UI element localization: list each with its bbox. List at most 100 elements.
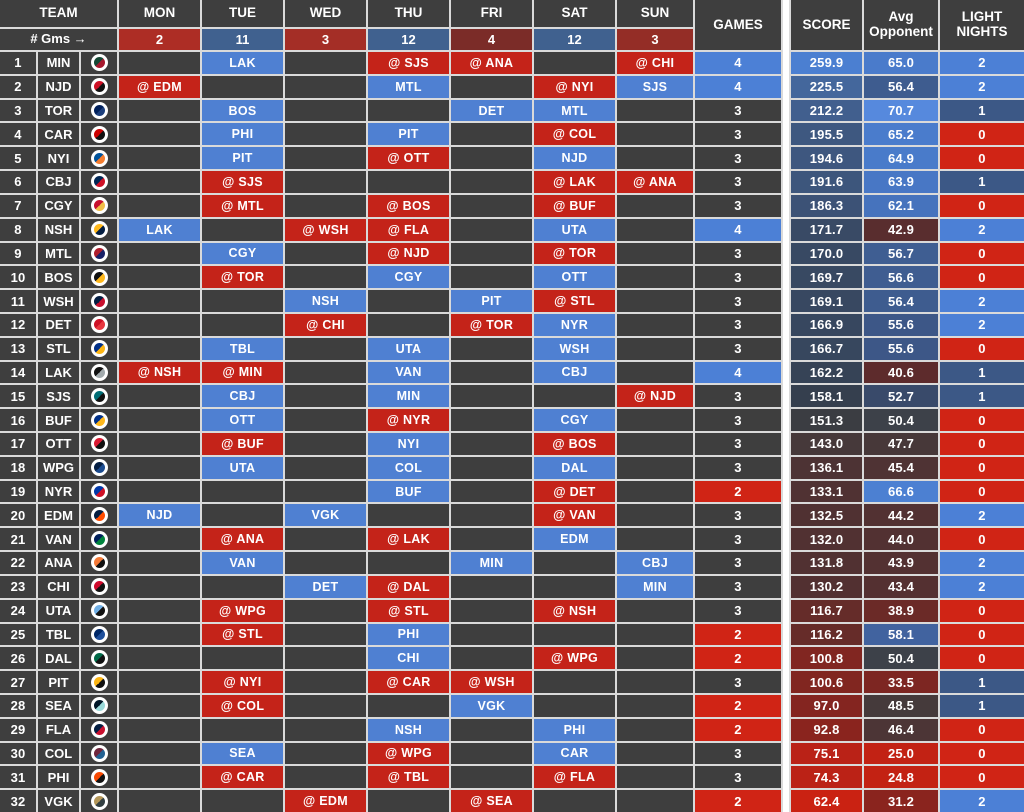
- empty-day-cell: [119, 194, 200, 217]
- empty-day-cell: [451, 337, 532, 360]
- rank-cell: 12: [0, 313, 36, 336]
- game-cell: @ CAR: [368, 671, 449, 693]
- col-header-thu[interactable]: THU: [368, 0, 449, 27]
- empty-day-cell: [119, 409, 200, 431]
- team-logo-icon: [90, 768, 108, 786]
- col-header-wed[interactable]: WED: [285, 0, 366, 27]
- col-header-sun[interactable]: SUN: [617, 0, 693, 27]
- game-cell: @ TBL: [368, 766, 449, 789]
- games-cell: 3: [695, 266, 781, 289]
- avg-opponent-cell: 56.4: [864, 290, 938, 312]
- avg-opponent-column-header[interactable]: Avg Opponent: [864, 0, 938, 50]
- score-cell: 162.2: [791, 361, 862, 384]
- team-abbr: EDM: [38, 504, 79, 527]
- team-abbr: TBL: [38, 623, 79, 646]
- rank-cell: 19: [0, 480, 36, 503]
- col-header-sat[interactable]: SAT: [534, 0, 615, 27]
- game-cell: @ SJS: [202, 171, 283, 193]
- empty-day-cell: [534, 552, 615, 574]
- team-column-header[interactable]: TEAM: [0, 0, 117, 27]
- team-abbr: VGK: [38, 790, 79, 812]
- empty-day-cell: [119, 456, 200, 479]
- avg-opponent-cell: 62.1: [864, 194, 938, 217]
- col-header-mon[interactable]: MON: [119, 0, 200, 27]
- empty-day-cell: [451, 766, 532, 789]
- games-column-header[interactable]: GAMES: [695, 0, 781, 50]
- team-logo-icon: [90, 78, 108, 96]
- games-cell: 3: [695, 575, 781, 598]
- team-logo-cell: [81, 290, 117, 312]
- col-header-fri[interactable]: FRI: [451, 0, 532, 27]
- light-nights-cell: 1: [940, 385, 1024, 408]
- game-cell: PHI: [202, 123, 283, 146]
- empty-day-cell: [119, 552, 200, 574]
- empty-day-cell: [285, 52, 366, 74]
- team-logo-icon: [90, 387, 108, 405]
- team-logo-icon: [90, 102, 108, 120]
- light-nights-column-header[interactable]: LIGHT NIGHTS: [940, 0, 1024, 50]
- game-cell: @ COL: [202, 694, 283, 717]
- empty-day-cell: [451, 599, 532, 622]
- score-column-header[interactable]: SCORE: [791, 0, 862, 50]
- team-abbr: DAL: [38, 647, 79, 670]
- team-logo-cell: [81, 647, 117, 670]
- score-cell: 100.8: [791, 647, 862, 670]
- game-cell: @ OTT: [368, 147, 449, 170]
- col-header-tue[interactable]: TUE: [202, 0, 283, 27]
- games-cell: 3: [695, 290, 781, 312]
- avg-opponent-cell: 66.6: [864, 480, 938, 503]
- score-cell: 100.6: [791, 671, 862, 693]
- score-cell: 186.3: [791, 194, 862, 217]
- team-logo-cell: [81, 147, 117, 170]
- empty-day-cell: [617, 266, 693, 289]
- empty-day-cell: [285, 480, 366, 503]
- avg-opponent-cell: 65.2: [864, 123, 938, 146]
- score-cell: 169.7: [791, 266, 862, 289]
- games-cell: 2: [695, 694, 781, 717]
- game-cell: SJS: [617, 75, 693, 98]
- team-logo-cell: [81, 242, 117, 265]
- avg-opponent-cell: 50.4: [864, 409, 938, 431]
- games-cell: 3: [695, 528, 781, 551]
- empty-day-cell: [451, 528, 532, 551]
- rank-cell: 11: [0, 290, 36, 312]
- day-count-fri: 4: [451, 29, 532, 50]
- team-logo-cell: [81, 480, 117, 503]
- game-cell: NSH: [285, 290, 366, 312]
- day-count-thu: 12: [368, 29, 449, 50]
- game-cell: @ ANA: [202, 528, 283, 551]
- rank-cell: 21: [0, 528, 36, 551]
- game-cell: @ VAN: [534, 504, 615, 527]
- empty-day-cell: [617, 433, 693, 455]
- empty-day-cell: [119, 480, 200, 503]
- team-logo-cell: [81, 599, 117, 622]
- team-abbr: CHI: [38, 575, 79, 598]
- score-cell: 62.4: [791, 790, 862, 812]
- games-cell: 3: [695, 242, 781, 265]
- rank-cell: 10: [0, 266, 36, 289]
- empty-day-cell: [451, 718, 532, 741]
- empty-day-cell: [451, 647, 532, 670]
- game-cell: DET: [451, 99, 532, 122]
- games-cell: 4: [695, 218, 781, 241]
- empty-day-cell: [119, 671, 200, 693]
- game-cell: @ EDM: [285, 790, 366, 812]
- games-cell: 3: [695, 671, 781, 693]
- game-cell: VAN: [368, 361, 449, 384]
- score-cell: 132.5: [791, 504, 862, 527]
- empty-day-cell: [202, 790, 283, 812]
- empty-day-cell: [285, 147, 366, 170]
- day-count-sat: 12: [534, 29, 615, 50]
- empty-day-cell: [119, 313, 200, 336]
- empty-day-cell: [119, 718, 200, 741]
- empty-day-cell: [202, 218, 283, 241]
- day-count-wed: 3: [285, 29, 366, 50]
- team-logo-icon: [90, 125, 108, 143]
- light-nights-cell: 2: [940, 218, 1024, 241]
- empty-day-cell: [368, 171, 449, 193]
- game-cell: UTA: [534, 218, 615, 241]
- game-cell: @ WSH: [451, 671, 532, 693]
- game-cell: @ STL: [202, 623, 283, 646]
- avg-opponent-cell: 56.7: [864, 242, 938, 265]
